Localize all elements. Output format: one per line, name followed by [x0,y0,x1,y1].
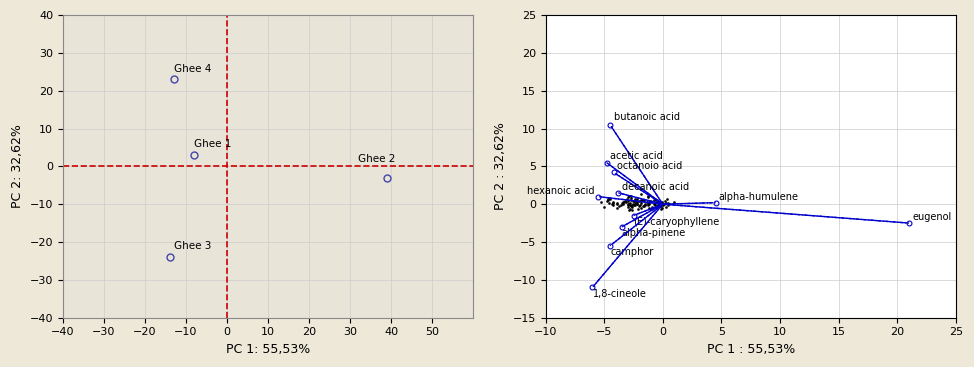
Text: eugenol: eugenol [913,212,952,222]
Text: alpha-pinene: alpha-pinene [621,228,686,239]
Text: Ghee 1: Ghee 1 [194,139,232,149]
Text: butanoic acid: butanoic acid [614,113,680,123]
Text: hexanoic acid: hexanoic acid [527,186,595,196]
Y-axis label: PC 2 : 32,62%: PC 2 : 32,62% [494,123,506,210]
Text: Ghee 2: Ghee 2 [358,155,395,164]
Text: Ghee 3: Ghee 3 [173,241,211,251]
Text: decanoic acid: decanoic acid [621,182,689,192]
X-axis label: PC 1: 55,53%: PC 1: 55,53% [226,343,310,356]
Text: acetic acid: acetic acid [610,151,663,161]
Text: alpha-humulene: alpha-humulene [718,192,798,202]
Text: (E)-caryophyllene: (E)-caryophyllene [633,217,720,227]
Text: octanoio acid: octanoio acid [618,161,683,171]
Y-axis label: PC 2: 32,62%: PC 2: 32,62% [11,124,24,208]
Text: camphor: camphor [610,247,654,257]
Text: Ghee 4: Ghee 4 [173,64,211,74]
Text: 1,8-cineole: 1,8-cineole [592,289,647,299]
X-axis label: PC 1 : 55,53%: PC 1 : 55,53% [706,343,795,356]
